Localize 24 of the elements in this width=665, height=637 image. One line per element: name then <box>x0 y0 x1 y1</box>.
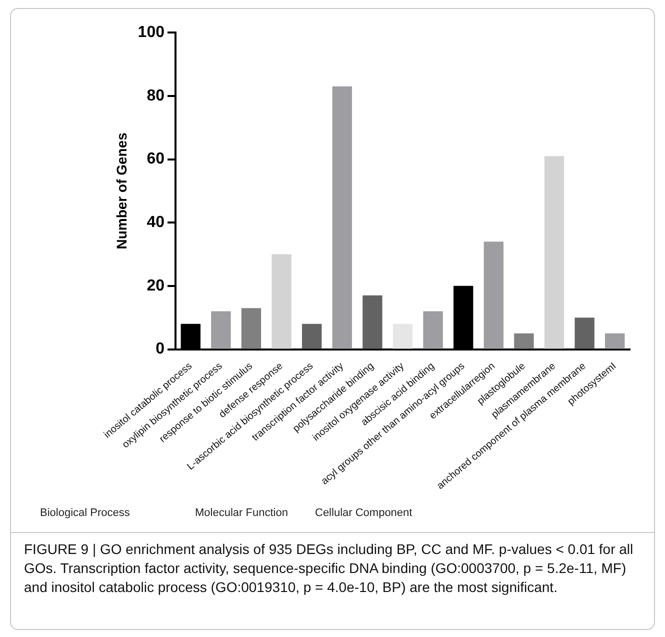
text: Cellular Component <box>315 507 412 519</box>
y-tick-label: 80 <box>146 87 165 104</box>
text: Biological Process <box>40 507 130 519</box>
bar <box>392 324 413 349</box>
y-axis-title: Number of Genes <box>113 132 130 250</box>
bar <box>484 242 504 349</box>
y-tick-label: 40 <box>146 214 165 231</box>
bar <box>241 308 262 349</box>
text: Molecular Function <box>195 507 288 519</box>
y-tick-label: 60 <box>146 150 165 168</box>
caption: FIGURE 9 | GO enrichment analysis of 935 DEGs including BP, CC and MF. p-values < 0.01 for all GOs. Transcription factor activity, sequence-specific DNA binding (GO:0003700, p = 5.2e-11, MF) and inositol catabolic process (GO:0019310, p = 4.0e-10, BP) are the most significant. <box>24 540 634 597</box>
bar <box>211 311 231 349</box>
y-tick-label: 0 <box>156 340 165 358</box>
bar <box>272 254 292 349</box>
bar <box>302 324 322 349</box>
bar <box>574 318 594 349</box>
bar <box>605 333 625 349</box>
y-tick-label: 100 <box>138 24 165 42</box>
bar <box>362 295 382 349</box>
bar <box>544 156 564 349</box>
bar <box>514 333 534 349</box>
y-tick-label: 20 <box>146 277 165 294</box>
bar <box>423 311 443 349</box>
bar <box>332 86 352 349</box>
